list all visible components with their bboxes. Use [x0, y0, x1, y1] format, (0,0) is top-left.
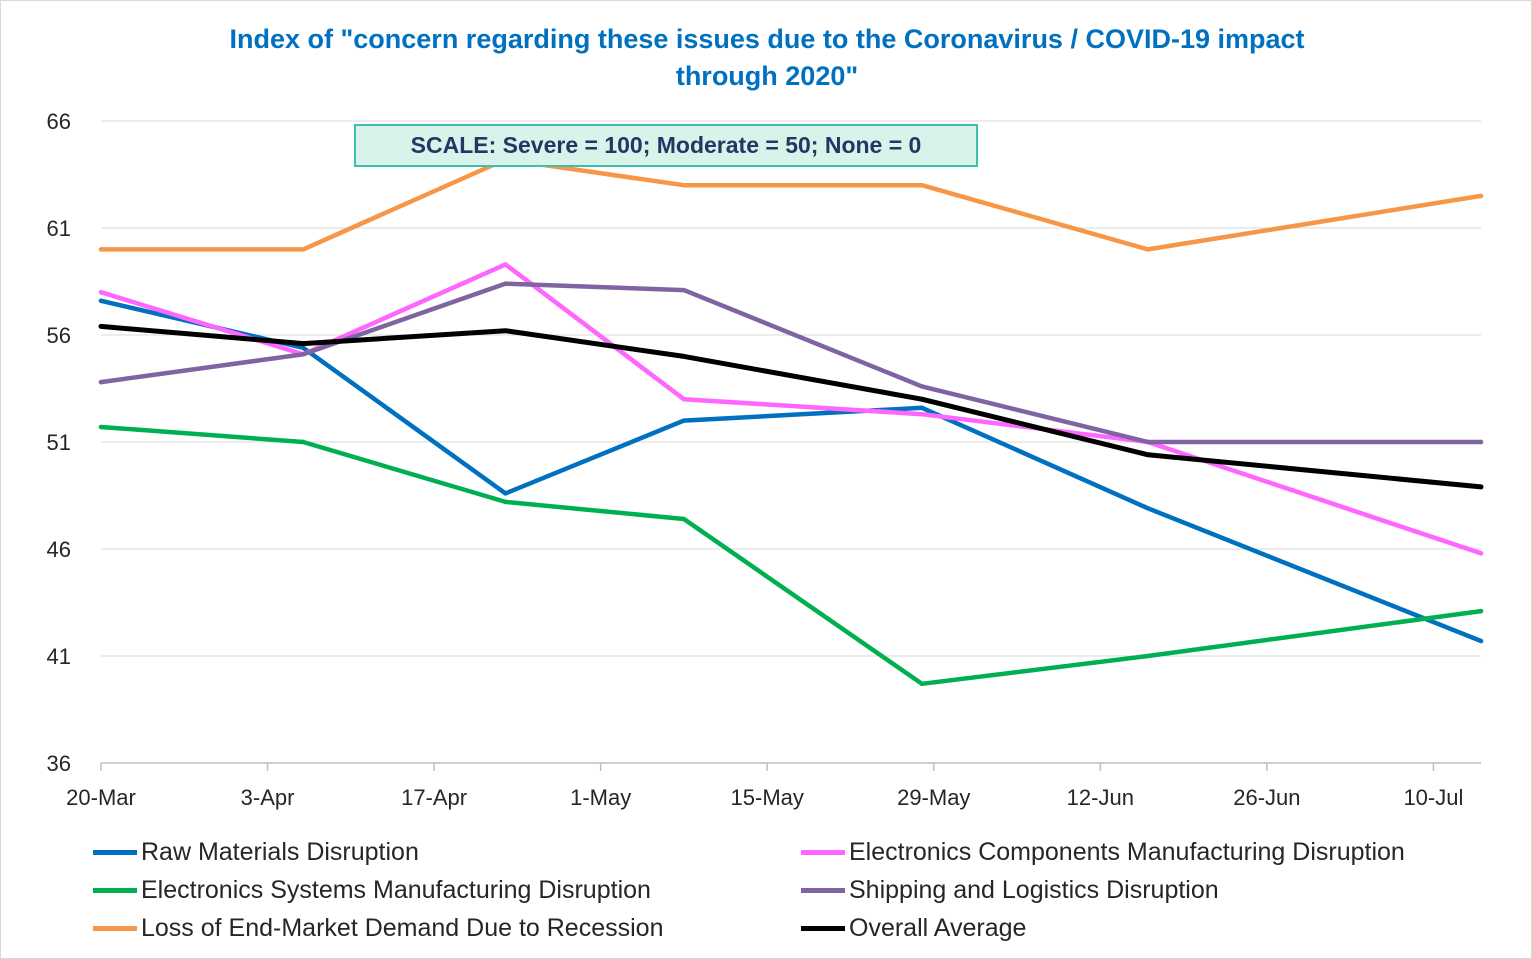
- data-point: [919, 405, 925, 410]
- data-point: [681, 354, 687, 359]
- data-point: [1478, 551, 1484, 556]
- data-point: [503, 491, 508, 496]
- data-point: [301, 352, 306, 357]
- data-point: [681, 516, 687, 522]
- x-tick-label: 20-Mar: [66, 785, 136, 810]
- data-point: [681, 183, 687, 188]
- series-lines: [98, 157, 1484, 687]
- legend-label: Electronics Components Manufacturing Dis…: [849, 837, 1405, 866]
- y-tick-label: 66: [47, 109, 71, 134]
- data-point: [919, 183, 925, 188]
- data-point: [1478, 193, 1484, 199]
- x-tick-label: 3-Apr: [241, 785, 295, 810]
- y-tick-label: 51: [47, 430, 71, 455]
- data-point: [301, 439, 306, 445]
- data-point: [98, 298, 104, 303]
- legend-label: Loss of End-Market Demand Due to Recessi…: [141, 913, 664, 942]
- data-point: [1478, 484, 1484, 490]
- axes: 36 41 46 51 56 61 66 20-Mar 3-Apr 17-Apr 1-May 15-M…: [47, 109, 1481, 810]
- data-point: [98, 324, 104, 329]
- data-point: [1478, 439, 1484, 445]
- legend-swatch: [801, 887, 845, 893]
- data-point: [98, 247, 104, 252]
- legend-label: Shipping and Logistics Disruption: [849, 875, 1219, 904]
- data-point: [1478, 638, 1484, 644]
- data-point: [98, 379, 104, 385]
- y-tick-label: 61: [47, 216, 71, 241]
- data-point: [681, 397, 687, 402]
- legend-swatch: [801, 849, 845, 855]
- chart-title-line-1: Index of "concern regarding these issues…: [229, 24, 1305, 54]
- legend-swatch: [93, 887, 137, 893]
- series-line-4: [98, 281, 1484, 445]
- data-point: [98, 290, 104, 295]
- data-point: [503, 328, 508, 333]
- y-tick-label: 36: [47, 751, 71, 776]
- data-point: [98, 424, 104, 430]
- chart-title-line-2: through 2020": [675, 61, 859, 91]
- data-point: [681, 418, 687, 423]
- data-point: [301, 345, 306, 351]
- legend-item: Shipping and Logistics Disruption: [801, 872, 1219, 908]
- x-tick-label: 17-Apr: [401, 785, 467, 810]
- data-point: [301, 341, 306, 346]
- legend-swatch: [93, 849, 137, 855]
- x-tick-label: 10-Jul: [1403, 785, 1463, 810]
- data-point: [301, 247, 306, 252]
- y-tick-label: 46: [47, 537, 71, 562]
- data-point: [1145, 506, 1151, 511]
- gridlines: [101, 120, 1481, 657]
- data-point: [503, 281, 508, 286]
- data-point: [919, 384, 925, 389]
- data-point: [1145, 439, 1151, 445]
- legend-label: Electronics Systems Manufacturing Disrup…: [141, 875, 651, 904]
- x-tick-label: 26-Jun: [1233, 785, 1300, 810]
- data-point: [919, 681, 925, 687]
- legend-item: Overall Average: [801, 910, 1026, 946]
- x-tick-label: 1-May: [570, 785, 631, 810]
- scale-annotation: SCALE: Severe = 100; Moderate = 50; None…: [354, 124, 978, 167]
- y-tick-label: 41: [47, 644, 71, 669]
- legend-swatch: [93, 925, 137, 931]
- data-point: [1478, 608, 1484, 614]
- legend-item: Raw Materials Disruption: [93, 834, 419, 870]
- data-point: [919, 397, 925, 402]
- legend-item: Loss of End-Market Demand Due to Recessi…: [93, 910, 663, 946]
- legend-item: Electronics Components Manufacturing Dis…: [801, 834, 1405, 870]
- y-tick-label: 56: [47, 323, 71, 348]
- data-point: [503, 499, 508, 505]
- data-point: [503, 262, 508, 267]
- data-point: [919, 411, 925, 417]
- data-point: [1145, 653, 1151, 659]
- data-point: [1145, 247, 1151, 252]
- legend-label: Raw Materials Disruption: [141, 837, 419, 866]
- data-point: [1145, 452, 1151, 458]
- chart-title: Index of "concern regarding these issues…: [151, 21, 1383, 95]
- legend-swatch: [801, 925, 845, 931]
- data-point: [681, 287, 687, 293]
- legend-label: Overall Average: [849, 913, 1027, 942]
- x-tick-label: 29-May: [897, 785, 970, 810]
- x-tick-label: 12-Jun: [1067, 785, 1134, 810]
- series-line-2: [98, 262, 1484, 556]
- legend-item: Electronics Systems Manufacturing Disrup…: [93, 872, 651, 908]
- x-tick-label: 15-May: [731, 785, 804, 810]
- series-line-5: [98, 157, 1484, 252]
